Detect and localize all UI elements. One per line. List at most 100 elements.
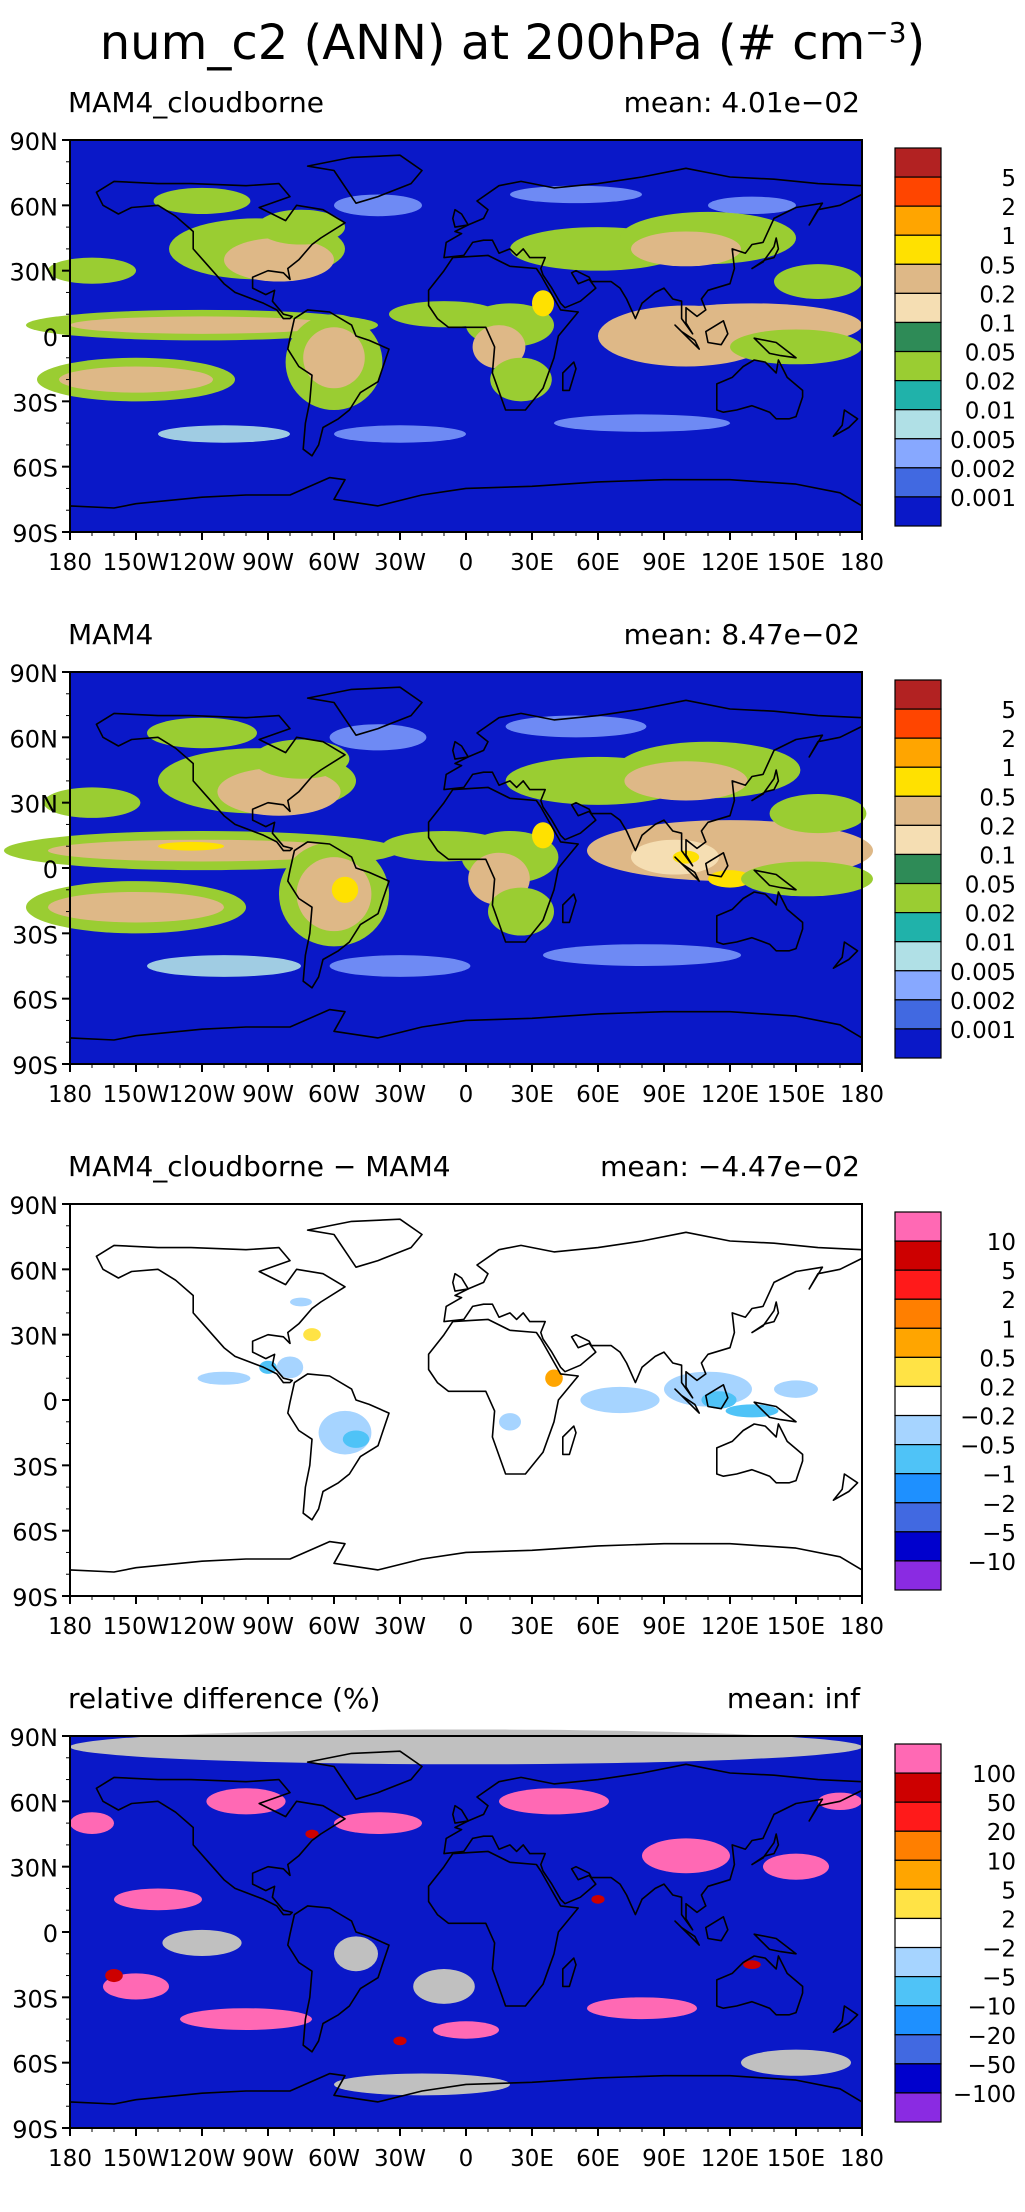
colorbar-box — [894, 1917, 942, 1949]
lon-tick-label: 60W — [308, 1614, 360, 1640]
field-patch — [276, 1356, 304, 1379]
field-patch — [774, 264, 862, 299]
coastlines — [69, 1218, 863, 1597]
colorbar-box — [894, 824, 942, 856]
lon-tick-label: 30W — [374, 1082, 426, 1108]
lon-tick-label: 120E — [701, 550, 759, 576]
field-patch — [158, 841, 224, 851]
lon-tick-label: 60E — [576, 2146, 620, 2172]
field-patch — [725, 1404, 779, 1418]
lat-tick-label: 30N — [10, 1855, 59, 1883]
lon-tick-label: 30E — [510, 2146, 554, 2172]
lon-tick-label: 150W — [103, 1082, 170, 1108]
colorbar-box — [894, 1830, 942, 1861]
field-patch — [554, 414, 730, 432]
field-patch — [305, 1829, 319, 1839]
title-close: ) — [906, 15, 926, 71]
coastline-north-america — [95, 180, 346, 320]
colorbar-label: 2 — [1001, 1907, 1016, 1933]
colorbar-box — [894, 1269, 942, 1300]
coastline-new-guinea — [753, 1401, 797, 1423]
colorbar-label: 2 — [1001, 727, 1016, 753]
coastline-north-america — [95, 712, 346, 852]
coastline-uk — [451, 1804, 470, 1824]
colorbar-box — [894, 409, 942, 440]
colorbar-label: −5 — [982, 1521, 1016, 1547]
coastline-uk — [451, 1272, 470, 1292]
field-patch — [303, 327, 365, 389]
lon-tick-label: 120W — [169, 2146, 236, 2172]
lon-tick-label: 150E — [767, 550, 825, 576]
lat-tick-label: 30S — [12, 389, 58, 417]
lat-tick-label: 60S — [12, 1519, 58, 1547]
coastline-greenland — [306, 1750, 423, 1800]
colorbar-label: −2 — [982, 1492, 1016, 1518]
panel-title: MAM4 — [68, 618, 154, 651]
lat-tick-label: 30S — [12, 1985, 58, 2013]
colorbar-label: 0.5 — [979, 253, 1016, 279]
lat-tick-label: 60N — [10, 725, 59, 753]
coastline-japan — [751, 237, 780, 270]
coastline-madagascar — [561, 1957, 577, 1988]
lon-tick-label: 120W — [169, 550, 236, 576]
colorbar-label: 0.001 — [950, 1018, 1016, 1044]
coastlines — [69, 1750, 863, 2129]
colorbar-box — [894, 321, 942, 353]
colorbar-box — [894, 882, 942, 914]
lon-tick-label: 30E — [510, 1614, 554, 1640]
lat-tick-label: 60S — [12, 2051, 58, 2079]
coastline-madagascar — [561, 1425, 577, 1456]
panel-mean: mean: inf — [726, 1682, 860, 1715]
colorbar-box — [894, 1028, 942, 1059]
colorbar-box — [894, 1531, 942, 1562]
colorbar-box — [894, 467, 942, 498]
field-patch — [70, 1729, 862, 1765]
field-patch — [43, 787, 141, 818]
coastline-sumatra — [674, 324, 701, 350]
field-patch — [70, 1812, 114, 1834]
colorbar-label: −100 — [953, 2082, 1016, 2108]
field-patch — [105, 1969, 123, 1983]
coastline-antarctica — [69, 1008, 863, 1065]
lon-tick-label: 180 — [48, 1614, 92, 1640]
coastline-uk — [451, 208, 470, 228]
lon-tick-label: 30W — [374, 550, 426, 576]
coastline-new-guinea — [753, 1933, 797, 1955]
lon-tick-label: 90W — [242, 550, 294, 576]
colorbar-label: 1 — [1001, 224, 1016, 250]
field-patch — [252, 739, 350, 779]
lat-tick-label: 90S — [12, 2116, 58, 2144]
coastline-australia — [715, 891, 804, 952]
lat-tick-label: 90S — [12, 520, 58, 548]
colorbar-box — [894, 2063, 942, 2094]
lat-tick-label: 0 — [43, 324, 58, 352]
coastline-south-america — [286, 841, 390, 989]
title-text: num_c2 (ANN) at 200hPa (# cm — [99, 15, 866, 71]
field-patch — [472, 325, 526, 369]
colorbar-box — [894, 679, 942, 710]
lat-tick-label: 60N — [10, 1789, 59, 1817]
field-patch — [510, 185, 642, 204]
map-background — [70, 1204, 862, 1596]
field-patch — [180, 2008, 312, 2030]
colorbar-label: −20 — [967, 2024, 1016, 2050]
field-patch — [48, 891, 224, 923]
lon-tick-label: 30W — [374, 2146, 426, 2172]
coastline-sumatra — [674, 1920, 701, 1946]
coastline-madagascar — [561, 361, 577, 392]
field-patch — [505, 715, 647, 738]
colorbar-label: 0.05 — [965, 341, 1016, 367]
lat-tick-label: 0 — [43, 1920, 58, 1948]
coastline-japan — [751, 1833, 780, 1866]
colorbar-label: 1 — [1001, 756, 1016, 782]
colorbar-box — [894, 1356, 942, 1388]
colorbar-label: 5 — [1001, 1878, 1016, 1904]
coastline-north-america — [95, 1244, 346, 1384]
colorbar-label: 0.01 — [965, 399, 1016, 425]
field-patch — [499, 1788, 609, 1815]
field-patch — [580, 1386, 660, 1414]
colorbar-box — [894, 147, 942, 178]
field-patch — [488, 887, 554, 936]
lat-tick-label: 90N — [10, 660, 59, 688]
